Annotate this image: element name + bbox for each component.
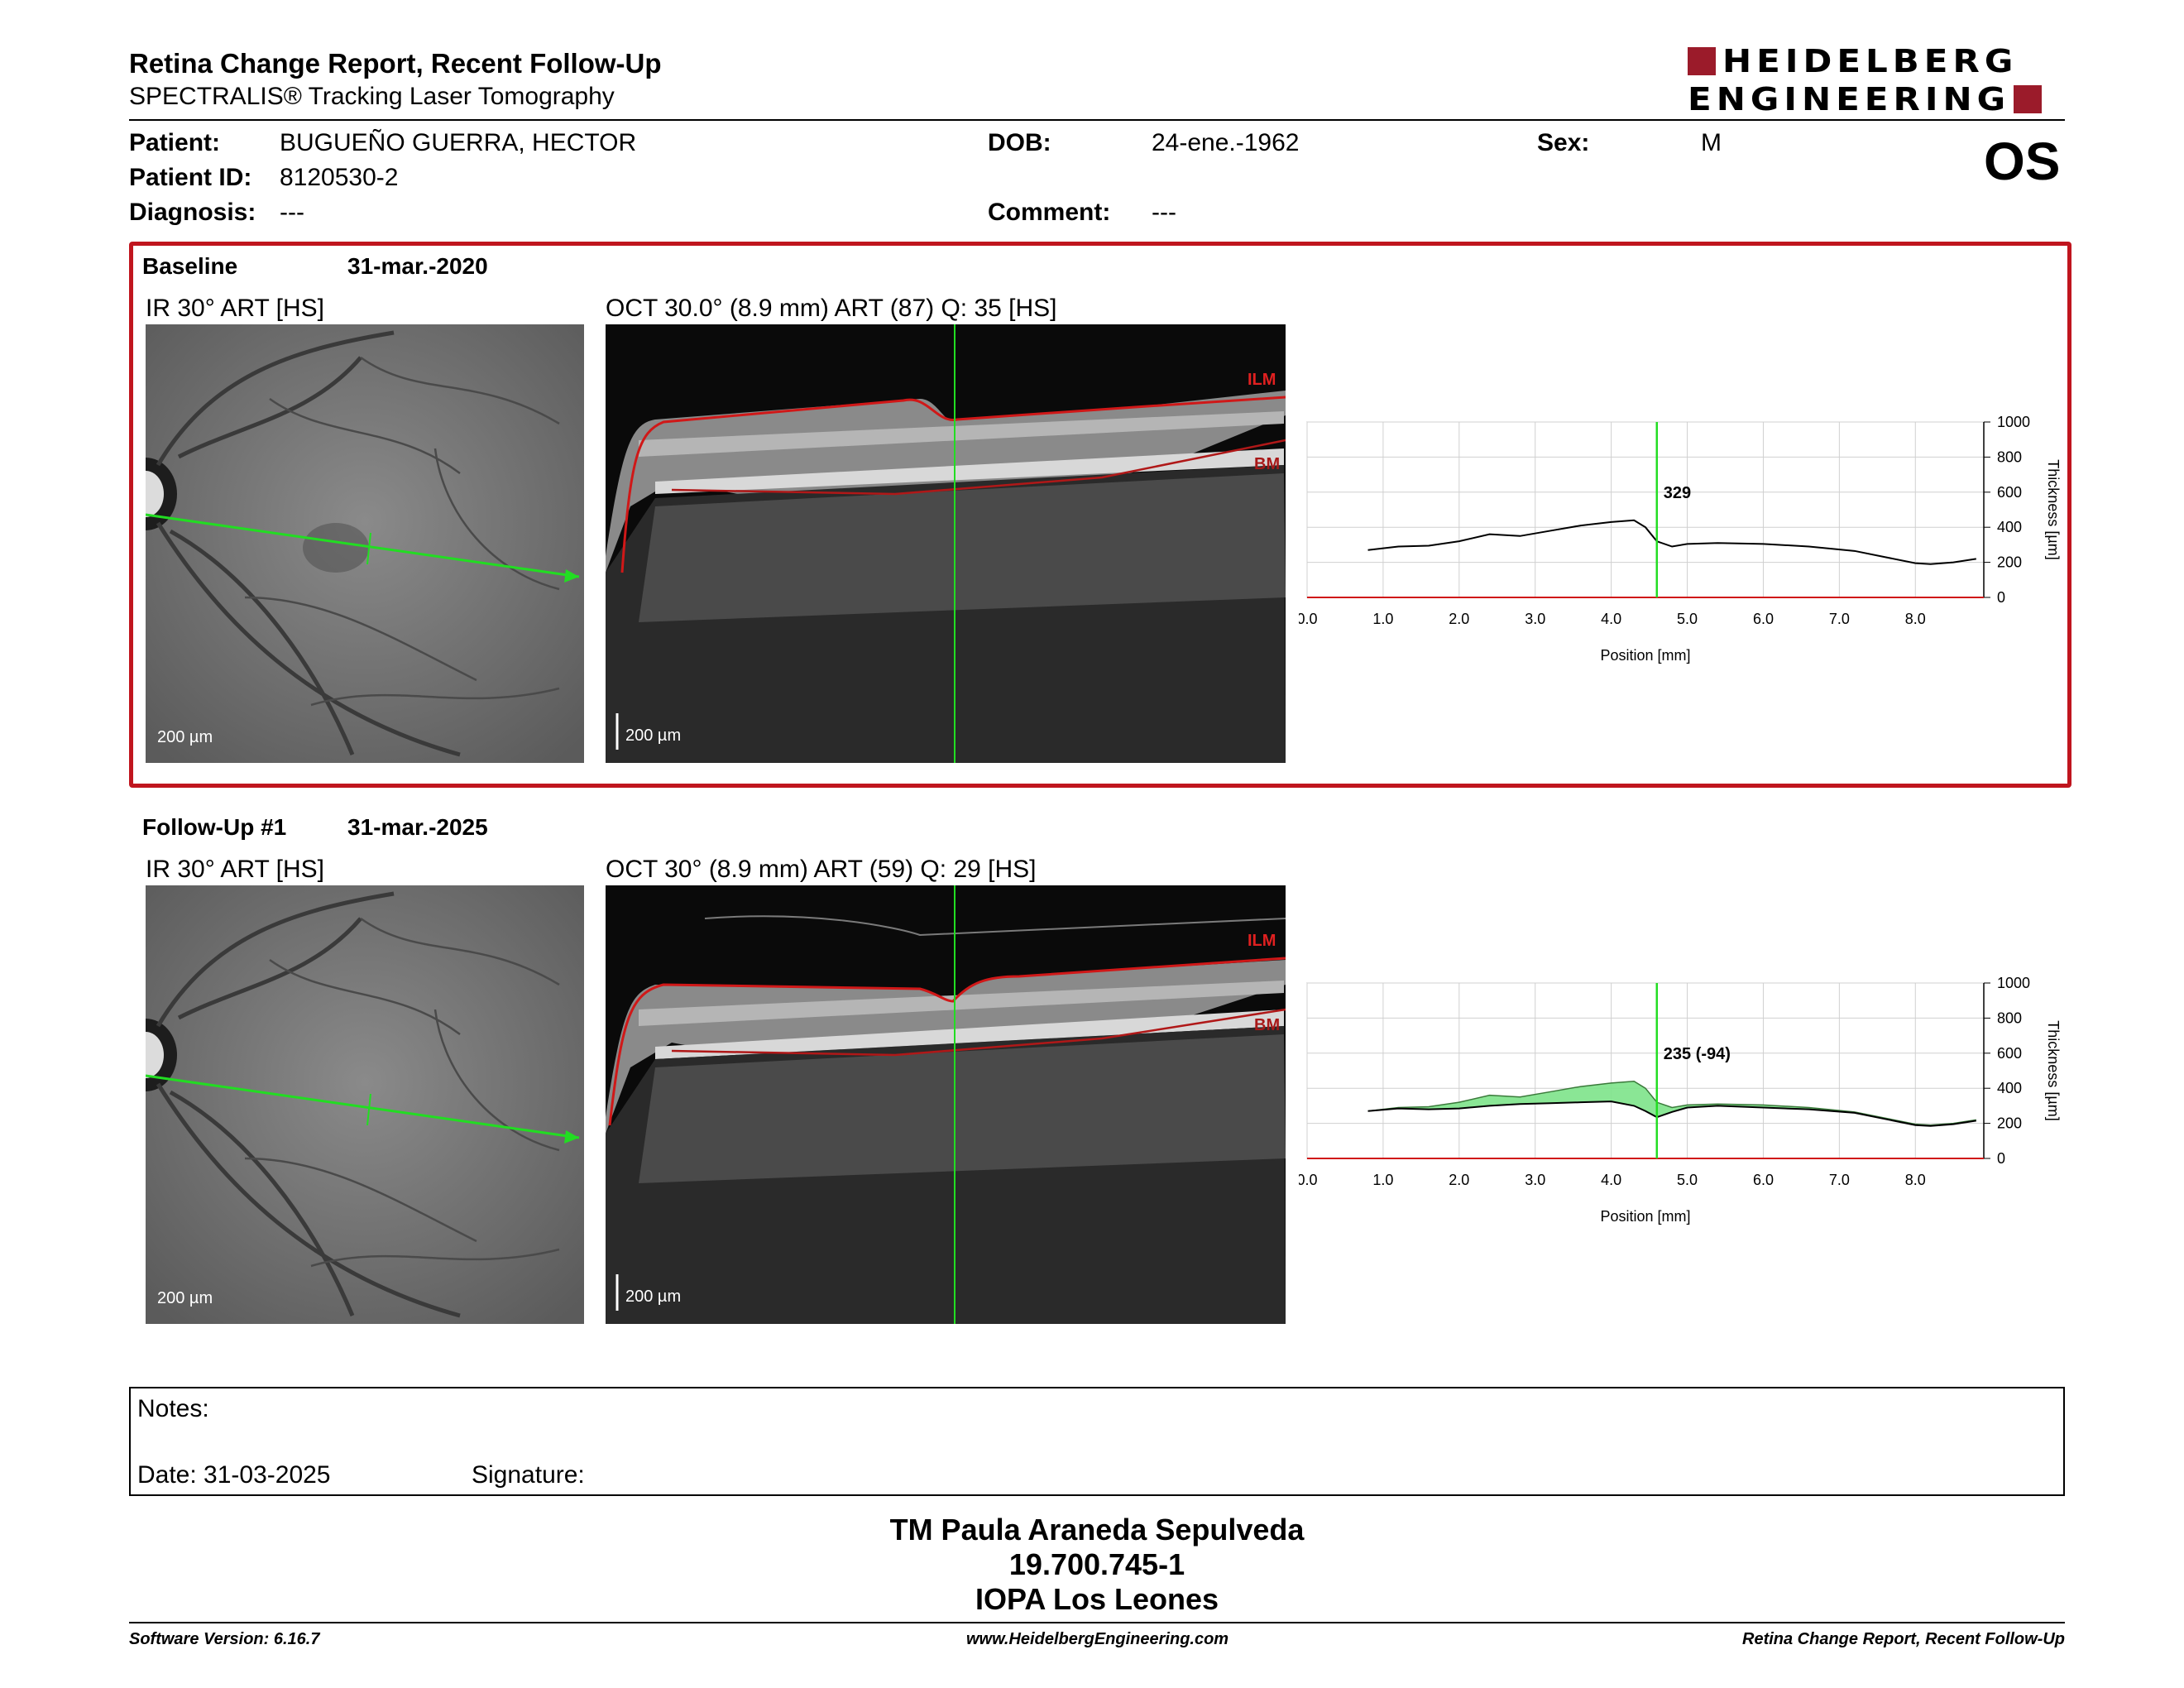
y-tick-label: 800 bbox=[1997, 448, 2022, 465]
baseline-label: Baseline bbox=[142, 253, 238, 279]
footer-report-name: Retina Change Report, Recent Follow-Up bbox=[1742, 1630, 2066, 1648]
x-tick-label: 8.0 bbox=[1905, 611, 1926, 627]
cursor-value-label: 329 bbox=[1664, 484, 1691, 502]
y-tick-label: 800 bbox=[1997, 1009, 2022, 1026]
comment-label: Comment: bbox=[988, 199, 1111, 226]
followup-ilm-label: ILM bbox=[1248, 932, 1276, 950]
x-axis-label: Position [mm] bbox=[1600, 647, 1690, 664]
comment-value: --- bbox=[1152, 199, 1176, 226]
x-tick-label: 3.0 bbox=[1525, 611, 1545, 627]
baseline-ilm-label: ILM bbox=[1248, 371, 1276, 389]
plot-area bbox=[1306, 421, 1985, 598]
logo-word-2: ENGINEERING bbox=[1688, 80, 2011, 118]
dob-value: 24-ene.-1962 bbox=[1152, 129, 1300, 156]
x-tick-label: 2.0 bbox=[1449, 1172, 1469, 1188]
heidelberg-logo: HEIDELBERG ENGINEERING bbox=[1688, 42, 2065, 118]
sex-value: M bbox=[1701, 129, 1722, 156]
y-tick-label: 600 bbox=[1997, 1045, 2022, 1062]
followup-thickness-chart: 0.0 1.0 2.0 3.0 4.0 5.0 6.0 7.0 8.0 0 200 400 600 800… bbox=[1299, 975, 2062, 1225]
notes-box[interactable]: Notes: Date: 31-03-2025 Signature: bbox=[129, 1387, 2065, 1496]
y-tick-label: 400 bbox=[1997, 1080, 2022, 1096]
x-axis-label: Position [mm] bbox=[1600, 1208, 1690, 1225]
x-tick-label: 1.0 bbox=[1372, 611, 1393, 627]
followup-ir-title: IR 30° ART [HS] bbox=[146, 856, 324, 883]
logo-square-icon-2 bbox=[2014, 85, 2043, 113]
y-tick-label: 0 bbox=[1997, 1150, 2005, 1167]
notes-label: Notes: bbox=[137, 1395, 209, 1422]
cursor-value-label: 235 (-94) bbox=[1664, 1045, 1731, 1063]
baseline-oct-title: OCT 30.0° (8.9 mm) ART (87) Q: 35 [HS] bbox=[606, 295, 1057, 322]
followup-date: 31-mar.-2025 bbox=[347, 814, 488, 840]
signatory-name: TM Paula Araneda Sepulveda bbox=[889, 1513, 1305, 1547]
followup-oct-title: OCT 30° (8.9 mm) ART (59) Q: 29 [HS] bbox=[606, 856, 1037, 883]
x-tick-label: 7.0 bbox=[1829, 1172, 1850, 1188]
baseline-oct-image[interactable]: ILM BM 200 µm bbox=[606, 324, 1286, 763]
followup-ir-scale: 200 µm bbox=[157, 1289, 213, 1307]
patient-label: Patient: bbox=[129, 129, 221, 156]
y-tick-label: 1000 bbox=[1997, 414, 2030, 430]
x-tick-label: 3.0 bbox=[1525, 1172, 1545, 1188]
followup-label: Follow-Up #1 bbox=[142, 814, 287, 840]
report-subtitle: SPECTRALIS® Tracking Laser Tomography bbox=[129, 83, 615, 110]
followup-bm-label: BM bbox=[1254, 1016, 1281, 1034]
x-tick-label: 4.0 bbox=[1601, 611, 1621, 627]
y-tick-label: 1000 bbox=[1997, 975, 2030, 991]
baseline-panel-frame bbox=[129, 242, 2071, 788]
x-tick-label: 5.0 bbox=[1677, 1172, 1698, 1188]
y-tick-label: 200 bbox=[1997, 554, 2022, 571]
baseline-date: 31-mar.-2020 bbox=[347, 253, 488, 279]
x-tick-label: 6.0 bbox=[1753, 611, 1774, 627]
y-tick-label: 0 bbox=[1997, 589, 2005, 606]
eye-indicator: OS bbox=[1984, 132, 2061, 191]
x-tick-label: 4.0 bbox=[1601, 1172, 1621, 1188]
baseline-fundus-svg bbox=[146, 324, 584, 763]
diagnosis-value: --- bbox=[280, 199, 304, 226]
website-link[interactable]: www.HeidelbergEngineering.com bbox=[966, 1630, 1229, 1648]
followup-ir-image[interactable]: 200 µm bbox=[146, 885, 584, 1324]
patient-id-label: Patient ID: bbox=[129, 164, 252, 191]
baseline-ir-scale: 200 µm bbox=[157, 728, 213, 746]
y-axis-label: Thickness [µm] bbox=[2045, 459, 2062, 559]
footer-divider bbox=[129, 1622, 2065, 1623]
followup-oct-scale: 200 µm bbox=[625, 1288, 682, 1306]
x-tick-label: 1.0 bbox=[1372, 1172, 1393, 1188]
baseline-thickness-chart: 0.0 1.0 2.0 3.0 4.0 5.0 6.0 7.0 8.0 0 200 400 600 800… bbox=[1299, 414, 2062, 664]
x-tick-label: 2.0 bbox=[1449, 611, 1469, 627]
baseline-ir-image[interactable]: 200 µm bbox=[146, 324, 584, 763]
y-tick-label: 400 bbox=[1997, 519, 2022, 535]
report-title: Retina Change Report, Recent Follow-Up bbox=[129, 48, 662, 79]
signatory-id: 19.700.745-1 bbox=[1008, 1547, 1185, 1581]
dob-label: DOB: bbox=[988, 129, 1051, 156]
patient-id: 8120530-2 bbox=[280, 164, 399, 191]
followup-oct-svg bbox=[606, 885, 1286, 1324]
y-axis-label: Thickness [µm] bbox=[2045, 1020, 2062, 1120]
signatory-institution: IOPA Los Leones bbox=[975, 1582, 1219, 1616]
x-tick-label: 7.0 bbox=[1829, 611, 1850, 627]
header-divider bbox=[129, 119, 2065, 121]
x-tick-label: 5.0 bbox=[1677, 611, 1698, 627]
x-tick-label: 6.0 bbox=[1753, 1172, 1774, 1188]
baseline-oct-svg bbox=[606, 324, 1286, 763]
x-tick-label: 0.0 bbox=[1299, 1172, 1318, 1188]
notes-date: Date: 31-03-2025 bbox=[137, 1461, 331, 1489]
followup-oct-image[interactable]: ILM BM 200 µm bbox=[606, 885, 1286, 1324]
baseline-oct-scale: 200 µm bbox=[625, 727, 682, 745]
signature-label: Signature: bbox=[472, 1461, 585, 1489]
logo-square-icon bbox=[1688, 47, 1716, 75]
software-version: Software Version: 6.16.7 bbox=[129, 1630, 320, 1648]
logo-word-1: HEIDELBERG bbox=[1722, 42, 2019, 80]
diagnosis-label: Diagnosis: bbox=[129, 199, 256, 226]
x-tick-label: 8.0 bbox=[1905, 1172, 1926, 1188]
x-tick-label: 0.0 bbox=[1299, 611, 1318, 627]
followup-fundus-svg bbox=[146, 885, 584, 1324]
y-tick-label: 600 bbox=[1997, 484, 2022, 501]
sex-label: Sex: bbox=[1537, 129, 1590, 156]
change-area bbox=[1367, 1081, 1976, 1126]
baseline-ir-title: IR 30° ART [HS] bbox=[146, 295, 324, 322]
baseline-bm-label: BM bbox=[1254, 455, 1281, 473]
y-tick-label: 200 bbox=[1997, 1115, 2022, 1132]
plot-area bbox=[1306, 982, 1985, 1159]
patient-name: BUGUEÑO GUERRA, HECTOR bbox=[280, 129, 637, 156]
